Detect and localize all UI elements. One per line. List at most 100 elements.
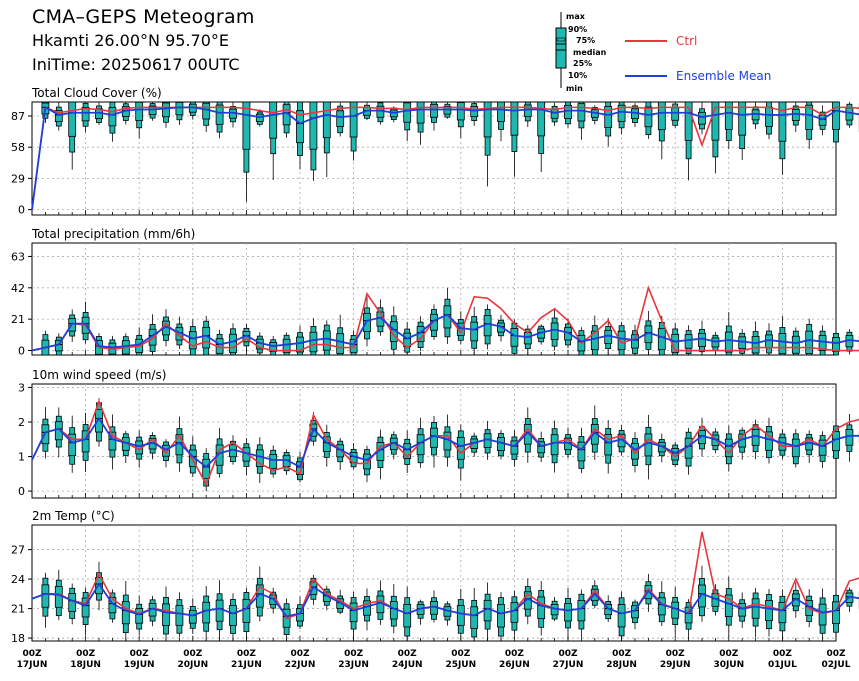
box-iqr xyxy=(550,322,559,340)
box-iqr xyxy=(537,441,546,454)
box-iqr xyxy=(81,597,90,618)
legend-median: median xyxy=(573,48,607,57)
box-iqr xyxy=(617,604,626,628)
box-iqr xyxy=(818,439,827,456)
box-iqr xyxy=(832,337,840,352)
box-iqr xyxy=(550,108,559,119)
box-iqr xyxy=(751,336,760,354)
box-iqr xyxy=(282,338,291,353)
y-tick-label: 3 xyxy=(18,381,25,394)
box-iqr xyxy=(765,431,773,451)
box-iqr xyxy=(269,454,278,469)
box-iqr xyxy=(644,106,653,128)
box-iqr xyxy=(162,102,170,118)
box-iqr xyxy=(470,321,479,342)
box-iqr xyxy=(483,101,492,138)
x-tick-label-time: 00Z xyxy=(237,649,257,659)
box-iqr xyxy=(791,335,800,354)
box-iqr xyxy=(41,584,50,608)
box-iqr xyxy=(711,101,720,141)
box-iqr xyxy=(162,444,170,457)
box-iqr xyxy=(322,101,331,139)
box-iqr xyxy=(135,608,144,624)
box-iqr xyxy=(497,604,505,628)
box-iqr xyxy=(403,443,412,459)
x-tick-label-time: 00Z xyxy=(505,649,525,659)
box-iqr xyxy=(456,102,465,121)
x-tick-label-time: 00Z xyxy=(130,649,150,659)
box-iqr xyxy=(215,599,224,622)
panel-precip-title: Total precipitation (mm/6h) xyxy=(31,227,195,241)
box-iqr xyxy=(336,333,345,354)
x-tick-label-time: 00Z xyxy=(76,649,96,659)
box-iqr xyxy=(657,101,666,131)
x-tick-label-date: 30JUN xyxy=(713,660,744,670)
box-iqr xyxy=(604,434,613,456)
x-tick-label-date: 18JUN xyxy=(70,660,101,670)
legend-p25: 25% xyxy=(573,59,592,68)
box-iqr xyxy=(349,602,358,623)
box-iqr xyxy=(590,330,599,351)
box-iqr xyxy=(68,433,77,457)
box-iqr xyxy=(81,106,90,122)
box-iqr xyxy=(322,330,331,351)
x-tick-label-date: 19JUN xyxy=(124,660,155,670)
box-iqr xyxy=(470,606,479,629)
legend-p75: 75% xyxy=(576,36,595,45)
y-tick-label: 24 xyxy=(11,573,25,586)
panel-wind-title: 10m wind speed (m/s) xyxy=(32,368,166,382)
y-tick-label: 58 xyxy=(11,141,25,154)
box-iqr xyxy=(791,108,800,121)
ensemble-mean-line xyxy=(31,313,859,352)
box-iqr xyxy=(309,331,318,353)
x-tick-label-date: 23JUN xyxy=(338,660,369,670)
y-tick-label: 0 xyxy=(18,204,25,217)
box-iqr xyxy=(135,101,144,121)
box-iqr xyxy=(805,330,814,354)
x-tick-label-time: 00Z xyxy=(344,649,364,659)
box-iqr xyxy=(121,601,130,625)
x-tick-label-date: 26JUN xyxy=(499,660,530,670)
ctrl-line xyxy=(31,285,859,352)
y-tick-label: 63 xyxy=(11,250,25,263)
panel-3: 18 21 24 27 xyxy=(11,524,859,645)
panel-1: 0 21 42 63 xyxy=(11,242,859,358)
legend-ctrl-label: Ctrl xyxy=(676,34,697,48)
x-tick-label-time: 00Z xyxy=(290,649,310,659)
box-iqr xyxy=(684,334,693,349)
box-iqr xyxy=(188,609,197,624)
box-iqr xyxy=(202,601,211,624)
y-tick-label: 21 xyxy=(11,313,25,326)
location-label: Hkamti 26.00°N 95.70°E xyxy=(32,31,229,50)
box-iqr xyxy=(309,101,318,150)
x-tick-label-time: 00Z xyxy=(666,649,686,659)
y-tick-label: 87 xyxy=(11,110,25,123)
box-iqr xyxy=(296,110,304,144)
box-iqr xyxy=(564,327,572,341)
x-tick-label-time: 00Z xyxy=(183,649,203,659)
box-iqr xyxy=(456,605,465,626)
y-tick-label: 27 xyxy=(11,544,25,557)
x-tick-label-time: 00Z xyxy=(558,649,578,659)
box-iqr xyxy=(188,331,197,350)
box-iqr xyxy=(175,102,184,116)
box-iqr xyxy=(657,328,666,351)
box-iqr xyxy=(95,409,103,433)
y-tick-label: 18 xyxy=(11,632,25,645)
box-iqr xyxy=(537,101,546,137)
box-iqr xyxy=(724,101,733,130)
x-tick-label-date: 01JUL xyxy=(768,660,797,670)
box-iqr xyxy=(832,601,840,624)
box-iqr xyxy=(684,101,693,141)
x-tick-label-date: 22JUN xyxy=(285,660,316,670)
box-iqr xyxy=(577,599,586,622)
box-iqr xyxy=(751,598,760,619)
box-iqr xyxy=(229,605,237,626)
x-tick-label-date: 02JUL xyxy=(822,660,851,670)
box-iqr xyxy=(242,598,251,623)
box-iqr xyxy=(269,101,278,139)
box-iqr xyxy=(54,110,63,123)
box-iqr xyxy=(751,429,760,446)
box-iqr xyxy=(631,334,639,349)
